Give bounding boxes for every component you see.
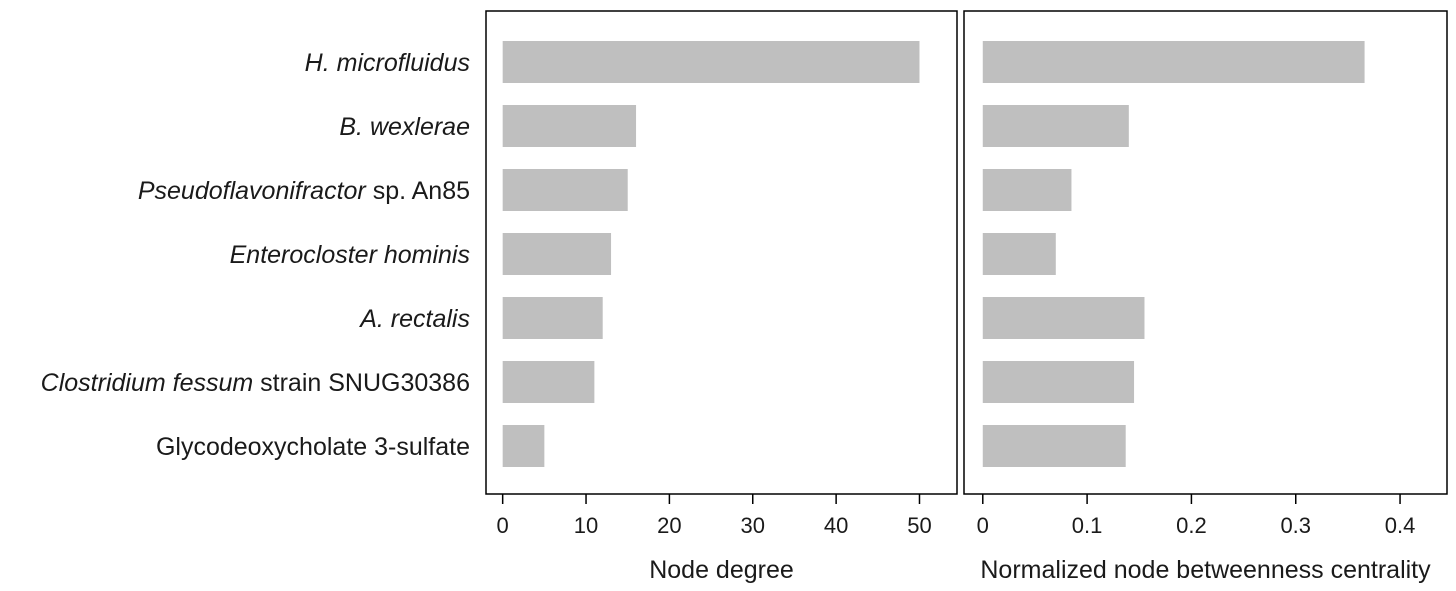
plot-frame xyxy=(485,10,958,495)
x-tick-label: 0.3 xyxy=(1280,513,1311,538)
bar xyxy=(502,105,637,147)
category-labels: H. microfluidus B. wexlerae Pseudoflavonif… xyxy=(41,49,470,461)
category-label: Glycodeoxycholate 3-sulfate xyxy=(156,433,470,461)
bar xyxy=(982,169,1072,211)
node-degree-panel: 0 10 20 30 40 50 Node degree xyxy=(485,10,958,584)
x-tick-label: 0.1 xyxy=(1072,513,1103,538)
x-tick-label: 30 xyxy=(741,513,765,538)
x-axis-title: Node degree xyxy=(649,556,794,584)
x-tick-label: 50 xyxy=(907,513,931,538)
bar xyxy=(982,233,1056,275)
x-tick-label: 20 xyxy=(657,513,681,538)
bar xyxy=(982,425,1126,467)
category-label: A. rectalis xyxy=(358,305,470,333)
bar xyxy=(502,361,595,403)
bar xyxy=(502,425,545,467)
x-tick-label: 0.4 xyxy=(1385,513,1416,538)
plot-frame xyxy=(963,10,1448,495)
x-tick-label: 40 xyxy=(824,513,848,538)
bar xyxy=(982,297,1145,339)
bar xyxy=(502,297,603,339)
category-label: B. wexlerae xyxy=(339,113,470,141)
category-label: Pseudoflavonifractor sp. An85 xyxy=(138,177,470,205)
bar xyxy=(982,361,1135,403)
x-tick-label: 0.2 xyxy=(1176,513,1207,538)
x-tick-label: 0 xyxy=(977,513,989,538)
x-tick-label: 10 xyxy=(574,513,598,538)
bar xyxy=(982,105,1129,147)
bar xyxy=(502,41,920,83)
category-label: H. microfluidus xyxy=(305,49,470,77)
bar xyxy=(502,169,628,211)
category-label: Clostridium fessum strain SNUG30386 xyxy=(41,369,470,397)
bar xyxy=(502,233,612,275)
x-tick-label: 0 xyxy=(497,513,509,538)
betweenness-centrality-panel: 0 0.1 0.2 0.3 0.4 Normalized node betweenness… xyxy=(963,10,1448,584)
category-label: Enterocloster hominis xyxy=(230,241,470,269)
x-axis-title: Normalized node betweenness centrality xyxy=(980,556,1431,584)
bar xyxy=(982,41,1365,83)
